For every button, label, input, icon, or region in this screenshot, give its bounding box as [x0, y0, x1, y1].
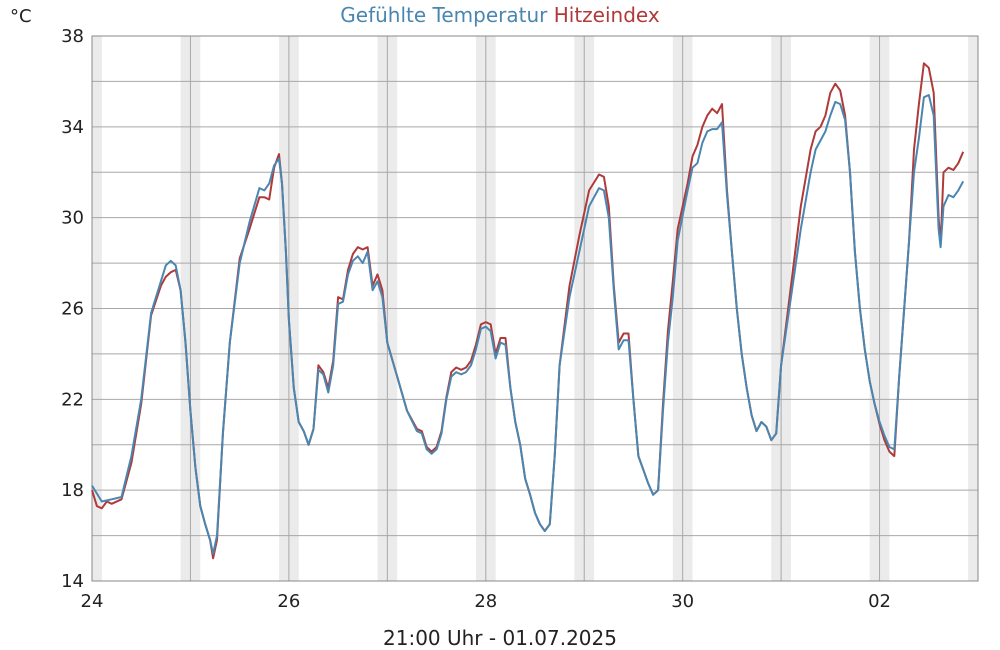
x-tick-label: 30: [671, 591, 694, 612]
title-series-feels-like: Gefühlte Temperatur: [340, 3, 548, 27]
y-tick-label: 18: [61, 480, 84, 501]
y-tick-label: 26: [61, 299, 84, 320]
y-tick-label: 30: [61, 208, 84, 229]
y-tick-label: 14: [61, 571, 84, 592]
x-tick-labels: 24 26 28 30 02: [81, 591, 891, 612]
footer-timestamp: 21:00 Uhr - 01.07.2025: [383, 626, 617, 650]
x-tick-label: 24: [81, 591, 104, 612]
x-tick-label: 28: [474, 591, 497, 612]
series-line-feels-like: [91, 94, 965, 555]
y-tick-label: 34: [61, 117, 84, 138]
x-tick-label: 26: [277, 591, 300, 612]
series-group: [91, 62, 965, 560]
y-tick-labels: 14 18 22 26 30 34 38: [61, 26, 84, 592]
x-tick-label: 02: [868, 591, 891, 612]
y-tick-label: 38: [61, 26, 84, 47]
horizontal-gridlines: [92, 80, 978, 537]
plot-frame: [91, 35, 979, 582]
y-axis-unit: °C: [10, 6, 32, 27]
title-series-heat-index: Hitzeindex: [554, 3, 660, 27]
chart-title: Gefühlte Temperatur Hitzeindex: [340, 3, 660, 27]
y-tick-label: 22: [61, 389, 84, 410]
